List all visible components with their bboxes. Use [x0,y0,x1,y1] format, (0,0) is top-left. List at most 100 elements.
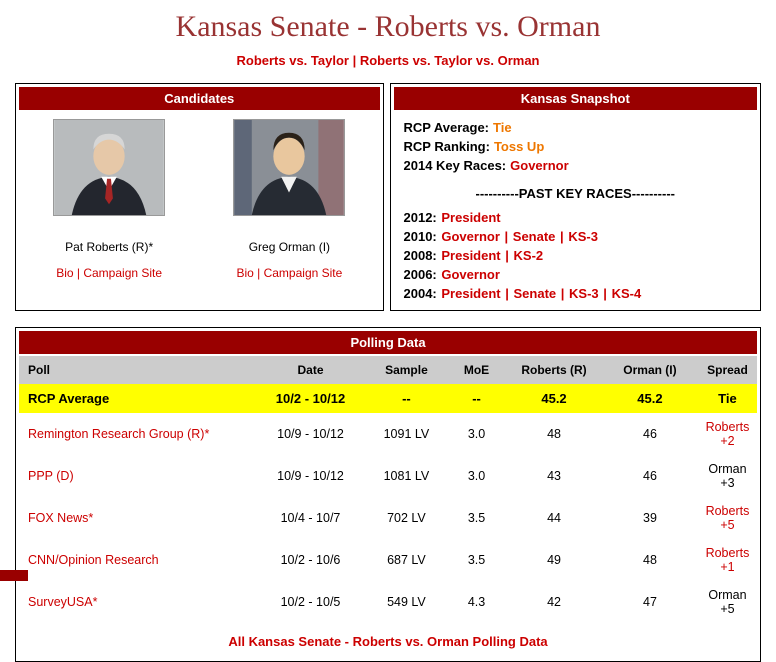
poll-orman: 39 [643,511,657,525]
separator: | [505,248,509,263]
rcp-ranking-label: RCP Ranking: [403,139,490,154]
candidate-card-orman: Greg Orman (I) Bio | Campaign Site [199,110,379,286]
key-races-link[interactable]: Governor [510,158,569,173]
rcp-ranking-line: RCP Ranking: Toss Up [404,137,748,156]
campaign-site-link[interactable]: Campaign Site [263,266,343,280]
campaign-site-link[interactable]: Campaign Site [83,266,163,280]
poll-roberts: 48 [547,427,561,441]
poll-name-cell: CNN/Opinion Research [19,539,255,581]
poll-spread: Roberts +1 [705,546,750,574]
poll-roberts: 49 [547,553,561,567]
poll-sample: 687 LV [387,553,426,567]
separator: | [603,286,607,301]
poll-link[interactable]: SurveyUSA* [28,595,98,609]
poll-sample: 549 LV [387,595,426,609]
poll-moe: 3.0 [467,469,486,483]
race-link[interactable]: KS-3 [568,229,598,244]
poll-moe: 4.3 [467,595,486,609]
poll-name-cell: PPP (D) [19,455,255,497]
poll-date: 10/2 - 10/5 [280,595,341,609]
poll-row: CNN/Opinion Research 10/2 - 10/6 687 LV … [19,539,757,581]
separator: | [560,229,564,244]
race-link[interactable]: KS-2 [513,248,544,263]
race-link[interactable]: Governor [441,229,500,244]
poll-orman: 46 [643,427,657,441]
bio-link[interactable]: Bio [236,266,254,280]
avg-sample: -- [365,384,448,413]
poll-link[interactable]: CNN/Opinion Research [28,553,159,567]
polling-column-header-row: Poll Date Sample MoE Roberts (R) Orman (… [19,356,757,384]
col-orman: Orman (I) [601,356,698,384]
poll-name-cell: Remington Research Group (R)* [19,413,255,455]
past-key-races-header: ----------PAST KEY RACES---------- [475,186,675,201]
rcp-average-value: Tie [493,120,512,135]
poll-row: Remington Research Group (R)* 10/9 - 10/… [19,413,757,455]
avg-orman: 45.2 [601,384,698,413]
poll-moe: 3.0 [467,427,486,441]
poll-link[interactable]: FOX News* [28,511,94,525]
footer-fragment [0,570,28,581]
poll-orman: 46 [643,469,657,483]
poll-row: FOX News* 10/4 - 10/7 702 LV 3.5 44 39 R… [19,497,757,539]
past-race-2012: 2012: President [404,208,748,227]
candidates-panel: Candidates Pat Roberts (R)* [15,83,384,311]
link-roberts-vs-taylor[interactable]: Roberts vs. Taylor [236,53,349,68]
past-race-2010: 2010: Governor | Senate | KS-3 [404,227,748,246]
col-roberts: Roberts (R) [506,356,602,384]
avg-roberts: 45.2 [506,384,602,413]
separator: | [76,266,80,280]
polling-panel: Polling Data Poll Date Sample MoE Robert… [15,327,761,662]
past-race-2006: 2006: Governor [404,265,748,284]
poll-date: 10/2 - 10/6 [280,553,341,567]
col-sample: Sample [365,356,448,384]
avg-moe: -- [447,384,507,413]
all-polling-data-link[interactable]: All Kansas Senate - Roberts vs. Orman Po… [228,634,548,649]
race-link[interactable]: KS-4 [611,286,642,301]
key-races-label: 2014 Key Races: [403,158,507,173]
page-title: Kansas Senate - Roberts vs. Orman [175,10,601,43]
poll-moe: 3.5 [467,511,486,525]
separator: | [560,286,565,301]
poll-orman: 48 [643,553,657,567]
candidates-header: Candidates [19,87,380,110]
avg-poll-label: RCP Average [19,384,256,413]
link-roberts-vs-taylor-vs-orman[interactable]: Roberts vs. Taylor vs. Orman [359,53,540,68]
race-link[interactable]: Senate [513,286,557,301]
polling-header: Polling Data [19,331,757,354]
snapshot-panel: Kansas Snapshot RCP Average: Tie RCP Rank… [389,83,761,311]
rcp-ranking-value[interactable]: Toss Up [493,139,545,154]
race-link[interactable]: President [441,286,501,301]
poll-spread: Orman +5 [708,588,747,616]
poll-row: PPP (D) 10/9 - 10/12 1081 LV 3.0 43 46 O… [19,455,757,497]
polling-footer: All Kansas Senate - Roberts vs. Orman Po… [19,623,757,658]
candidate-name: Greg Orman (I) [248,240,331,254]
race-link[interactable]: President [441,210,501,225]
poll-date: 10/4 - 10/7 [280,511,341,525]
col-date: Date [255,356,366,384]
race-link[interactable]: President [441,248,501,263]
polling-table: Poll Date Sample MoE Roberts (R) Orman (… [19,356,757,623]
candidate-photo-orman [233,119,346,216]
past-race-year: 2008: [403,248,437,263]
past-race-2008: 2008: President | KS-2 [404,246,748,265]
poll-link[interactable]: Remington Research Group (R)* [28,427,210,441]
past-race-year: 2004: [403,286,437,301]
rcp-average-row: RCP Average 10/2 - 10/12 -- -- 45.2 45.2… [19,384,757,413]
candidate-photo-roberts [53,119,166,216]
poll-roberts: 42 [547,595,561,609]
separator: | [505,286,509,301]
poll-link[interactable]: PPP (D) [28,469,74,483]
col-spread: Spread [697,356,757,384]
race-link[interactable]: Governor [441,267,500,282]
race-link[interactable]: KS-3 [569,286,599,301]
poll-spread: Roberts +2 [705,420,750,448]
race-link[interactable]: Senate [512,229,556,244]
poll-name-cell: FOX News* [19,497,255,539]
separator: | [352,53,357,68]
key-races-line: 2014 Key Races: Governor [404,156,748,175]
rcp-average-line: RCP Average: Tie [404,118,748,137]
top-row: Candidates Pat Roberts (R)* [15,83,761,311]
past-race-year: 2006: [403,267,437,282]
bio-link[interactable]: Bio [56,266,74,280]
